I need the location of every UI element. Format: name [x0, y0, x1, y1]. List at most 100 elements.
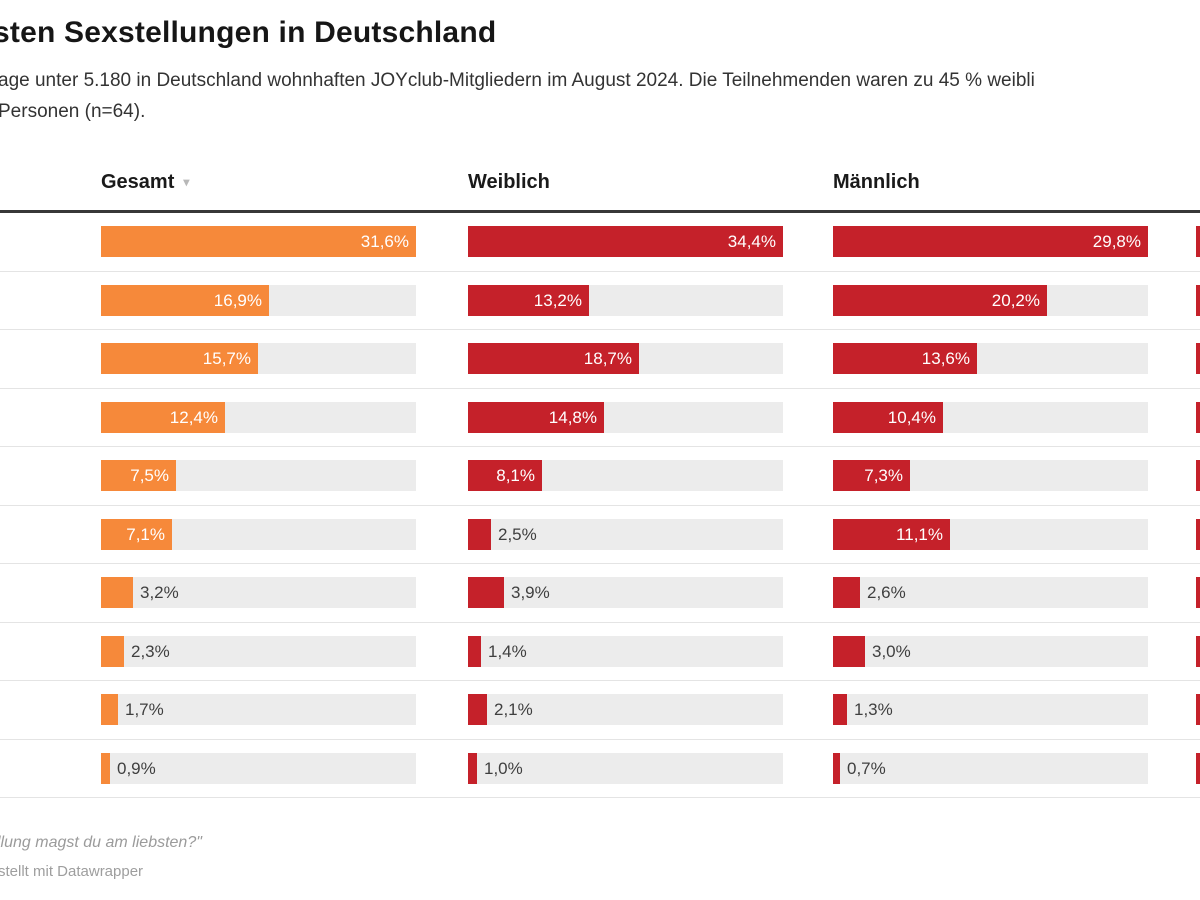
- column-header-gesamt-label: Gesamt: [101, 171, 175, 193]
- bar-value-label: 1,4%: [488, 642, 527, 661]
- bar-value-label: 7,1%: [126, 525, 165, 544]
- bar: [833, 577, 860, 608]
- bar-value-label: 7,5%: [130, 466, 169, 485]
- bar-value-label: 1,0%: [484, 759, 523, 778]
- bar-track: 0,9%: [101, 753, 416, 784]
- bar-value-label: 1,3%: [854, 700, 893, 719]
- cropped-fourth-column-bar: [1196, 694, 1200, 725]
- bar: 14,8%: [468, 402, 604, 433]
- cropped-fourth-column-bar: [1196, 519, 1200, 550]
- header-rule: [0, 210, 1200, 213]
- cropped-fourth-column-bar: [1196, 460, 1200, 491]
- sort-descending-icon[interactable]: ▾: [183, 175, 190, 189]
- bar-track: 1,7%: [101, 694, 416, 725]
- bar-track: 8,1%: [468, 460, 783, 491]
- column-header-weiblich[interactable]: Weiblich: [468, 171, 550, 197]
- bar-track: 2,5%: [468, 519, 783, 550]
- bar-track: 3,0%: [833, 636, 1148, 667]
- cropped-fourth-column-bar: [1196, 636, 1200, 667]
- footer-attribution[interactable]: stellt mit Datawrapper: [0, 863, 144, 880]
- bar-track: 1,3%: [833, 694, 1148, 725]
- bar-track: 7,3%: [833, 460, 1148, 491]
- bar: 15,7%: [101, 343, 258, 374]
- bar-value-label: 2,1%: [494, 700, 533, 719]
- bar-track: 29,8%: [833, 226, 1148, 257]
- bar: [468, 753, 477, 784]
- bar: 20,2%: [833, 285, 1047, 316]
- bar-track: 31,6%: [101, 226, 416, 257]
- bar-value-label: 15,7%: [202, 349, 251, 368]
- bar-value-label: 31,6%: [360, 232, 409, 251]
- bar: 13,6%: [833, 343, 977, 374]
- chart-subtitle-line2: Personen (n=64).: [0, 101, 146, 122]
- bar-track: 1,4%: [468, 636, 783, 667]
- bar-value-label: 0,9%: [117, 759, 156, 778]
- bar: 34,4%: [468, 226, 783, 257]
- table-row: 16,9% 13,2% 20,2%: [0, 272, 1200, 330]
- table-row: 1,7% 2,1% 1,3%: [0, 681, 1200, 740]
- cropped-fourth-column-bar: [1196, 577, 1200, 608]
- bar-value-label: 2,6%: [867, 583, 906, 602]
- bar-track: 20,2%: [833, 285, 1148, 316]
- bar-track: 13,2%: [468, 285, 783, 316]
- cropped-fourth-column-bar: [1196, 753, 1200, 784]
- bar-track: 10,4%: [833, 402, 1148, 433]
- bar-value-label: 34,4%: [727, 232, 776, 251]
- bar-track: 13,6%: [833, 343, 1148, 374]
- bar: 7,1%: [101, 519, 172, 550]
- bar-track: 2,6%: [833, 577, 1148, 608]
- bar: 31,6%: [101, 226, 416, 257]
- bar-value-label: 29,8%: [1092, 232, 1141, 251]
- bar: [468, 519, 491, 550]
- bar: 8,1%: [468, 460, 542, 491]
- bar-track: 34,4%: [468, 226, 783, 257]
- bar-value-label: 2,5%: [498, 525, 537, 544]
- table-row: 3,2% 3,9% 2,6%: [0, 564, 1200, 623]
- bar: [468, 577, 504, 608]
- bar-value-label: 3,2%: [140, 583, 179, 602]
- column-header-gesamt[interactable]: Gesamt ▾: [101, 171, 189, 197]
- bar-track: 15,7%: [101, 343, 416, 374]
- bar-track: 2,3%: [101, 636, 416, 667]
- cropped-fourth-column-bar: [1196, 343, 1200, 374]
- bar-track: 1,0%: [468, 753, 783, 784]
- bar: [101, 753, 110, 784]
- table-row: 7,5% 8,1% 7,3%: [0, 447, 1200, 506]
- bar: [468, 694, 487, 725]
- bar: [468, 636, 481, 667]
- chart-title: sten Sexstellungen in Deutschland: [0, 16, 497, 49]
- bar-value-label: 16,9%: [213, 291, 262, 310]
- table-row: 31,6% 34,4% 29,8%: [0, 213, 1200, 272]
- bar: [833, 753, 840, 784]
- bar-value-label: 1,7%: [125, 700, 164, 719]
- bar: [833, 694, 847, 725]
- column-header-maennlich[interactable]: Männlich: [833, 171, 920, 197]
- bar-track: 7,1%: [101, 519, 416, 550]
- bar: 10,4%: [833, 402, 943, 433]
- table-row: 12,4% 14,8% 10,4%: [0, 389, 1200, 447]
- column-header-weiblich-label: Weiblich: [468, 171, 550, 193]
- bar-value-label: 20,2%: [991, 291, 1040, 310]
- bar-track: 16,9%: [101, 285, 416, 316]
- bar-track: 7,5%: [101, 460, 416, 491]
- bar: 16,9%: [101, 285, 269, 316]
- bar: [833, 636, 865, 667]
- bar: 7,3%: [833, 460, 910, 491]
- chart-subtitle-line1: age unter 5.180 in Deutschland wohnhafte…: [0, 70, 1035, 91]
- bar: 18,7%: [468, 343, 639, 374]
- bar-track: 11,1%: [833, 519, 1148, 550]
- bar-value-label: 3,9%: [511, 583, 550, 602]
- bar-value-label: 2,3%: [131, 642, 170, 661]
- bar: [101, 636, 124, 667]
- bar-track: 18,7%: [468, 343, 783, 374]
- bar-track: 14,8%: [468, 402, 783, 433]
- bar-value-label: 7,3%: [864, 466, 903, 485]
- bar-value-label: 13,2%: [533, 291, 582, 310]
- bar-value-label: 12,4%: [169, 408, 218, 427]
- bar-value-label: 10,4%: [887, 408, 936, 427]
- bar-value-label: 11,1%: [896, 525, 943, 544]
- table-row: 2,3% 1,4% 3,0%: [0, 623, 1200, 681]
- cropped-fourth-column-bar: [1196, 285, 1200, 316]
- bar-value-label: 18,7%: [583, 349, 632, 368]
